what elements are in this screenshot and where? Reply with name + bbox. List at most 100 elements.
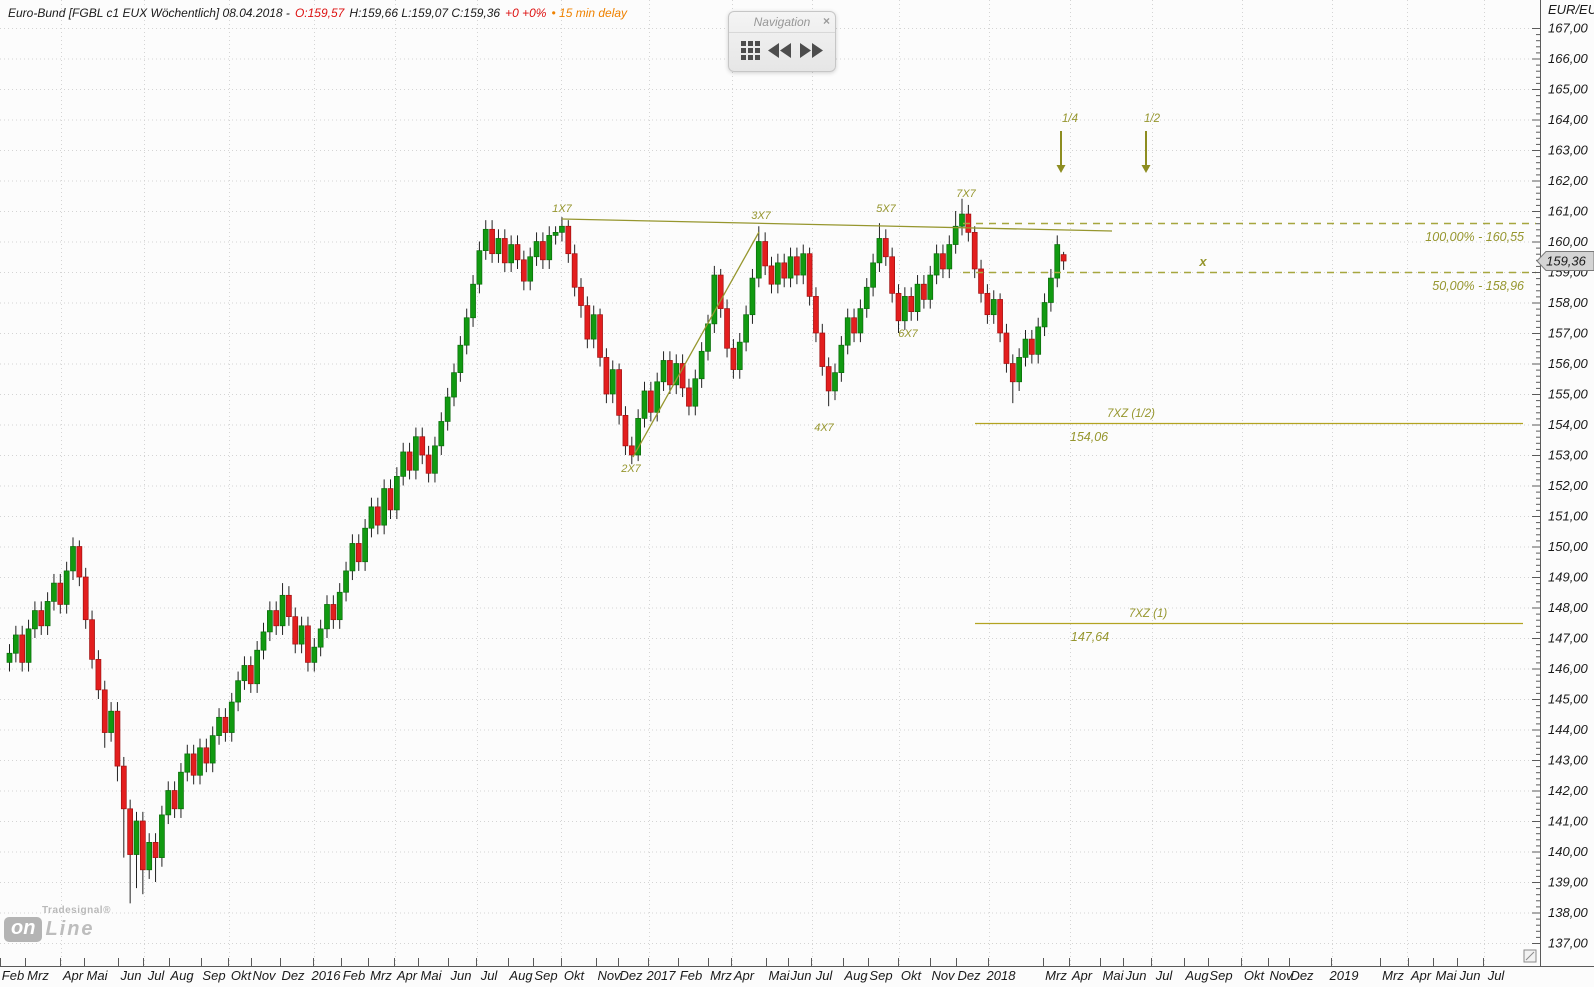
- candle[interactable]: [813, 287, 819, 343]
- candle[interactable]: [952, 211, 959, 254]
- target-line-7xz-1[interactable]: 7XZ (1) 147,64: [975, 608, 1523, 644]
- candle[interactable]: [305, 616, 311, 672]
- candle[interactable]: [749, 268, 756, 324]
- candle[interactable]: [533, 232, 540, 266]
- down-arrow-1-2[interactable]: 1/2: [1141, 113, 1161, 173]
- candle[interactable]: [781, 253, 788, 288]
- candle[interactable]: [82, 567, 89, 629]
- candle[interactable]: [800, 244, 807, 285]
- candle[interactable]: [647, 381, 654, 422]
- candle[interactable]: [832, 363, 838, 401]
- candle[interactable]: [794, 247, 800, 285]
- scroll-forward-button[interactable]: [799, 39, 823, 61]
- candle[interactable]: [311, 638, 318, 672]
- axis-resize-handle[interactable]: [1523, 949, 1537, 963]
- candle[interactable]: [228, 692, 235, 742]
- candle[interactable]: [216, 708, 222, 745]
- candle[interactable]: [89, 610, 95, 669]
- candle[interactable]: [946, 235, 953, 279]
- candle[interactable]: [495, 229, 502, 263]
- candle[interactable]: [1003, 323, 1010, 373]
- candle[interactable]: [825, 357, 832, 407]
- candle[interactable]: [597, 308, 603, 367]
- candle[interactable]: [108, 702, 114, 742]
- candle[interactable]: [444, 387, 451, 431]
- candle[interactable]: [895, 284, 902, 333]
- candle[interactable]: [400, 442, 407, 486]
- candle[interactable]: [432, 436, 438, 483]
- candle[interactable]: [44, 592, 51, 635]
- candle[interactable]: [711, 265, 718, 333]
- candle[interactable]: [279, 583, 286, 635]
- candle[interactable]: [355, 534, 362, 571]
- candle[interactable]: [508, 235, 514, 272]
- candle[interactable]: [1009, 354, 1016, 404]
- candle[interactable]: [63, 561, 70, 614]
- candle[interactable]: [914, 275, 921, 321]
- candle[interactable]: [990, 290, 997, 324]
- candle[interactable]: [159, 805, 165, 867]
- candle[interactable]: [368, 497, 375, 538]
- candle[interactable]: [692, 369, 699, 416]
- candle[interactable]: [1035, 317, 1042, 364]
- candle[interactable]: [730, 339, 737, 379]
- candle[interactable]: [292, 607, 299, 654]
- candle[interactable]: [609, 360, 616, 404]
- candle[interactable]: [336, 583, 343, 629]
- candle[interactable]: [133, 811, 140, 889]
- candle[interactable]: [774, 253, 781, 294]
- candle[interactable]: [501, 229, 508, 272]
- candle[interactable]: [584, 296, 591, 349]
- candle[interactable]: [863, 278, 870, 318]
- candle[interactable]: [425, 445, 432, 483]
- candle[interactable]: [476, 241, 483, 294]
- candle[interactable]: [857, 299, 864, 343]
- candle[interactable]: [705, 314, 711, 361]
- candle[interactable]: [908, 287, 915, 321]
- candle[interactable]: [768, 256, 775, 294]
- candle[interactable]: [667, 351, 673, 394]
- candle[interactable]: [819, 323, 826, 376]
- wave-label-6x7[interactable]: 6X7: [898, 328, 918, 340]
- candle[interactable]: [457, 336, 464, 382]
- candle[interactable]: [273, 601, 280, 635]
- candle[interactable]: [127, 799, 134, 904]
- wave-label-1x7[interactable]: 1X7: [552, 203, 572, 215]
- candle[interactable]: [724, 299, 730, 358]
- candle[interactable]: [463, 308, 470, 355]
- candle[interactable]: [343, 561, 349, 602]
- trendline-impulse[interactable]: [632, 231, 760, 458]
- navigation-titlebar[interactable]: Navigation ×: [729, 12, 835, 33]
- candle[interactable]: [660, 351, 667, 391]
- candle[interactable]: [889, 247, 896, 303]
- candle[interactable]: [406, 442, 413, 480]
- candle[interactable]: [197, 738, 203, 785]
- candle[interactable]: [673, 354, 680, 394]
- grid-view-button[interactable]: [741, 39, 760, 61]
- candle[interactable]: [978, 259, 984, 303]
- candle[interactable]: [222, 708, 229, 742]
- candle[interactable]: [971, 226, 978, 279]
- candle[interactable]: [101, 680, 108, 748]
- candle[interactable]: [438, 412, 445, 455]
- candle[interactable]: [762, 232, 769, 276]
- candle[interactable]: [870, 253, 876, 297]
- candle[interactable]: [19, 625, 26, 672]
- candle[interactable]: [546, 226, 553, 269]
- candle[interactable]: [603, 348, 610, 404]
- candle[interactable]: [616, 363, 622, 425]
- candle[interactable]: [997, 293, 1003, 343]
- candle[interactable]: [235, 671, 241, 712]
- candle[interactable]: [559, 217, 565, 242]
- candle[interactable]: [489, 220, 495, 263]
- candle[interactable]: [260, 622, 267, 660]
- candle[interactable]: [413, 427, 419, 480]
- candle[interactable]: [178, 763, 184, 818]
- candle[interactable]: [959, 198, 965, 236]
- candle[interactable]: [146, 833, 153, 879]
- candle[interactable]: [876, 223, 883, 272]
- candle[interactable]: [387, 479, 394, 520]
- candle[interactable]: [527, 247, 534, 291]
- candle[interactable]: [254, 641, 260, 693]
- candle[interactable]: [298, 616, 305, 654]
